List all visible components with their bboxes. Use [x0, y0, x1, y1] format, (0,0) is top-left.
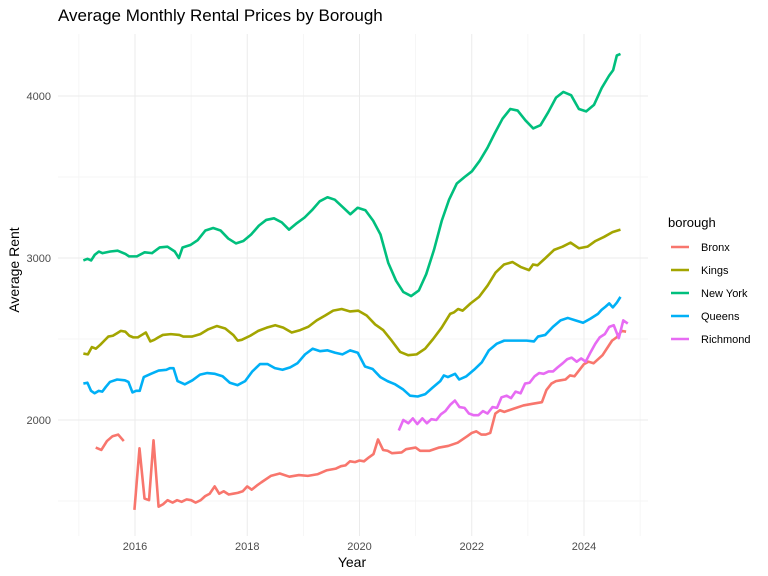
legend-label: Queens	[701, 311, 740, 323]
x-tick-label: 2016	[123, 541, 147, 553]
y-tick-label: 2000	[27, 415, 51, 427]
series-line-kings	[83, 228, 621, 357]
legend-label: Bronx	[701, 242, 730, 254]
series-line-bronx	[95, 433, 125, 452]
x-axis-title: Year	[338, 554, 367, 570]
legend-label: Richmond	[701, 334, 751, 346]
series-line-queens	[83, 296, 622, 398]
series-line-new-york	[82, 52, 622, 298]
x-tick-label: 2022	[460, 541, 484, 553]
legend: borough Bronx Kings New York Queens Richmond	[668, 215, 751, 346]
grid-lines	[58, 34, 648, 536]
series-line-richmond	[397, 319, 629, 432]
chart-title: Average Monthly Rental Prices by Borough	[58, 6, 383, 25]
x-tick-label: 2024	[572, 541, 596, 553]
x-tick-label: 2020	[347, 541, 371, 553]
legend-label: New York	[701, 288, 748, 300]
series-line-bronx	[133, 329, 627, 511]
legend-title: borough	[668, 215, 716, 230]
x-tick-label: 2018	[235, 541, 259, 553]
y-axis-title: Average Rent	[6, 227, 22, 312]
series-lines	[82, 52, 629, 511]
y-tick-label: 3000	[27, 253, 51, 265]
y-tick-label: 4000	[27, 91, 51, 103]
legend-label: Kings	[701, 265, 729, 277]
tick-labels: 2016 2018 2020 2022 2024 2000 3000 4000	[27, 91, 597, 553]
